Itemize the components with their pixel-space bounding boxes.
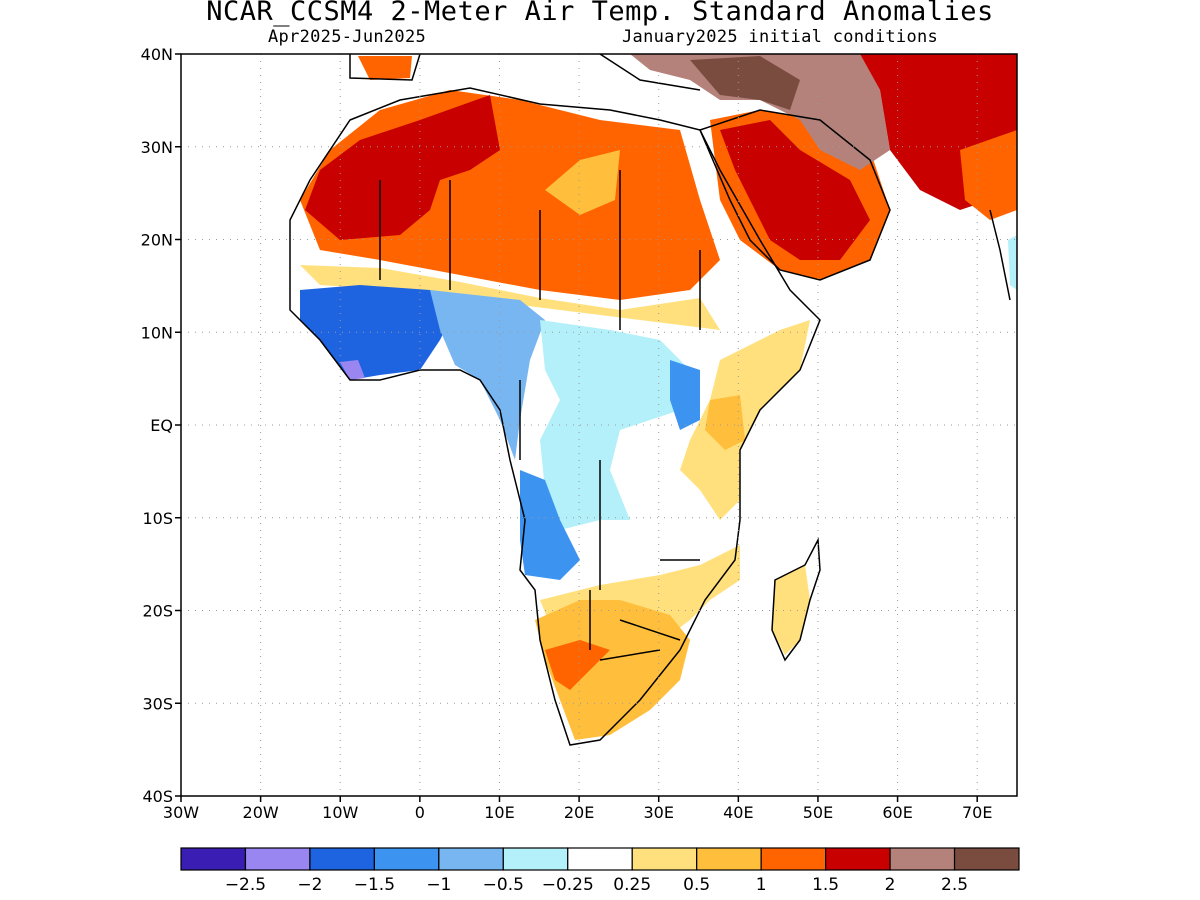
colorbar-label: 1 xyxy=(756,875,767,895)
y-tick-label: 20S xyxy=(142,602,173,621)
initial-conditions: January2025 initial conditions xyxy=(622,27,939,47)
x-tick-label: 30E xyxy=(643,803,673,822)
colorbar-label: −1.5 xyxy=(354,875,395,895)
colorbar-label: −0.25 xyxy=(542,875,594,895)
anomaly-madagascar xyxy=(772,565,810,655)
x-tick-label: 10E xyxy=(484,803,514,822)
x-tick-label: 70E xyxy=(962,803,992,822)
anomaly-field xyxy=(290,54,1017,745)
anomaly-east-lake-blue xyxy=(670,360,700,430)
y-tick-label: 40S xyxy=(142,787,173,806)
y-tick-label: 10N xyxy=(141,323,173,342)
map-title: NCAR_CCSM4 2-Meter Air Temp. Standard An… xyxy=(206,0,994,27)
anomaly-west-lightblue xyxy=(430,290,545,460)
colorbar-swatch xyxy=(696,847,762,871)
colorbar-label: −1 xyxy=(426,875,451,895)
anomaly-south-deep-orange xyxy=(545,640,610,690)
anomaly-pakistan-orange xyxy=(960,130,1017,220)
colorbar-swatch xyxy=(953,847,1020,871)
madagascar-coastline xyxy=(771,537,821,662)
anomaly-kenya-orange xyxy=(705,395,745,450)
anomaly-north-yellow xyxy=(545,150,620,215)
colorbar-label: −2.5 xyxy=(225,875,266,895)
anomaly-iberia xyxy=(358,56,412,80)
y-tick-label: 30N xyxy=(141,138,173,157)
colorbar-swatch xyxy=(760,847,827,871)
colorbar-swatch xyxy=(889,847,956,871)
colorbar-label: −2 xyxy=(297,875,322,895)
forecast-period: Apr2025-Jun2025 xyxy=(268,27,427,47)
border-west xyxy=(379,170,701,590)
colorbar: −2.5 −2 −1.5 −1 −0.5 −0.25 0.25 0.5 1 1.5 2 2.5 xyxy=(180,847,1020,895)
colorbar-label: −0.5 xyxy=(483,875,524,895)
anomaly-south-orange xyxy=(535,600,690,740)
colorbar-label: 0.5 xyxy=(683,875,710,895)
x-tick-label: 60E xyxy=(882,803,912,822)
colorbar-label: 2 xyxy=(885,875,896,895)
colorbar-label: 1.5 xyxy=(812,875,839,895)
colorbar-swatch xyxy=(309,847,375,871)
india-coastline xyxy=(989,209,1011,301)
anomaly-india-edge xyxy=(1008,235,1017,290)
y-tick-label: 40N xyxy=(141,45,173,64)
colorbar-swatch xyxy=(244,847,311,871)
colorbar-swatch xyxy=(631,847,698,871)
colorbar-swatch xyxy=(438,847,504,871)
border-south xyxy=(589,590,681,661)
x-tick-label: 0 xyxy=(415,803,425,822)
anomaly-west-blue xyxy=(300,285,460,380)
y-tick-label: 20N xyxy=(141,231,173,250)
anomaly-central-blue xyxy=(520,470,580,580)
anomaly-middleeast-brown xyxy=(630,54,890,170)
anomaly-horn-yellow xyxy=(680,320,810,520)
x-tick-label: 20E xyxy=(564,803,594,822)
y-tick-label: EQ xyxy=(150,416,173,435)
y-tick-label: 10S xyxy=(142,509,173,528)
y-tick-label: 30S xyxy=(142,694,173,713)
anomaly-north-red xyxy=(305,95,500,240)
anomaly-arabia-red xyxy=(720,120,870,260)
x-tick-label: 20W xyxy=(243,803,279,822)
colorbar-swatch xyxy=(373,847,440,871)
anomaly-west-violet xyxy=(340,360,365,380)
europe-coastline xyxy=(349,54,701,91)
arabia-coastline xyxy=(698,109,891,281)
colorbar-label: 2.5 xyxy=(941,875,968,895)
gridlines xyxy=(181,54,1017,796)
anomaly-sahel-white xyxy=(300,265,720,330)
colorbar-swatch xyxy=(825,847,891,871)
coastlines xyxy=(289,54,1011,746)
anomaly-caucasus-darkbrown xyxy=(690,56,800,110)
x-tick-label: 10W xyxy=(322,803,358,822)
x-tick-label: 30W xyxy=(163,803,199,822)
x-tick-label: 40E xyxy=(723,803,753,822)
colorbar-swatch xyxy=(180,847,247,871)
colorbar-swatch xyxy=(567,847,633,871)
x-tick-label: 50E xyxy=(803,803,833,822)
colorbar-label: 0.25 xyxy=(613,875,651,895)
colorbar-swatch xyxy=(502,847,569,871)
